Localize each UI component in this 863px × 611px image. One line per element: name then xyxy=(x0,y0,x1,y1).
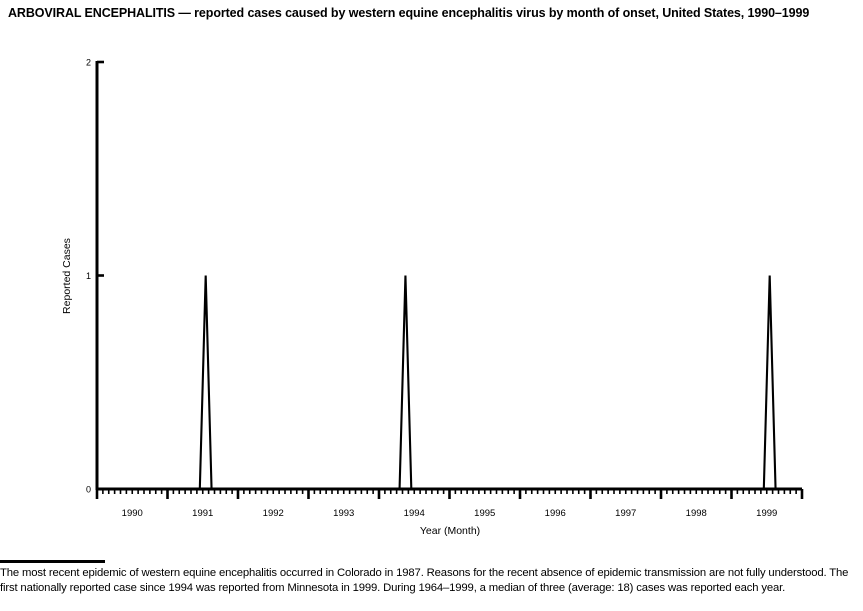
footnote-rule xyxy=(0,560,105,563)
x-axis-tick-labels: 1990 1991 1992 1993 1994 1995 1996 1997 1998 1999 xyxy=(122,508,778,519)
x-tick-label: 1994 xyxy=(404,508,425,519)
x-axis-title: Year (Month) xyxy=(420,525,480,537)
x-tick-label: 1992 xyxy=(263,508,284,519)
x-tick-label: 1996 xyxy=(545,508,566,519)
x-tick-label: 1991 xyxy=(192,508,213,519)
chart-plot-area: 0 1 2 1990 1991 1992 1993 1994 1995 1996 1997 1998… xyxy=(0,50,863,550)
y-tick-label: 2 xyxy=(86,58,91,68)
x-tick-label: 1999 xyxy=(756,508,777,519)
western-equine-encephalitis-line-chart: 0 1 2 1990 1991 1992 1993 1994 1995 1996 1997 1998… xyxy=(61,58,804,537)
y-axis-tick-labels: 0 1 2 xyxy=(86,58,91,495)
x-tick-label: 1990 xyxy=(122,508,143,519)
x-tick-label: 1995 xyxy=(474,508,495,519)
y-tick-label: 0 xyxy=(86,485,91,495)
x-axis-major-ticks xyxy=(95,489,804,499)
series-line-reported-cases xyxy=(99,275,800,491)
x-tick-label: 1993 xyxy=(333,508,354,519)
footnote-text: The most recent epidemic of western equi… xyxy=(0,567,849,594)
y-axis-title: Reported Cases xyxy=(61,238,73,314)
x-tick-label: 1997 xyxy=(615,508,636,519)
page-title: ARBOVIRAL ENCEPHALITIS — reported cases … xyxy=(8,6,810,20)
y-tick-label: 1 xyxy=(86,271,91,281)
x-tick-label: 1998 xyxy=(686,508,707,519)
